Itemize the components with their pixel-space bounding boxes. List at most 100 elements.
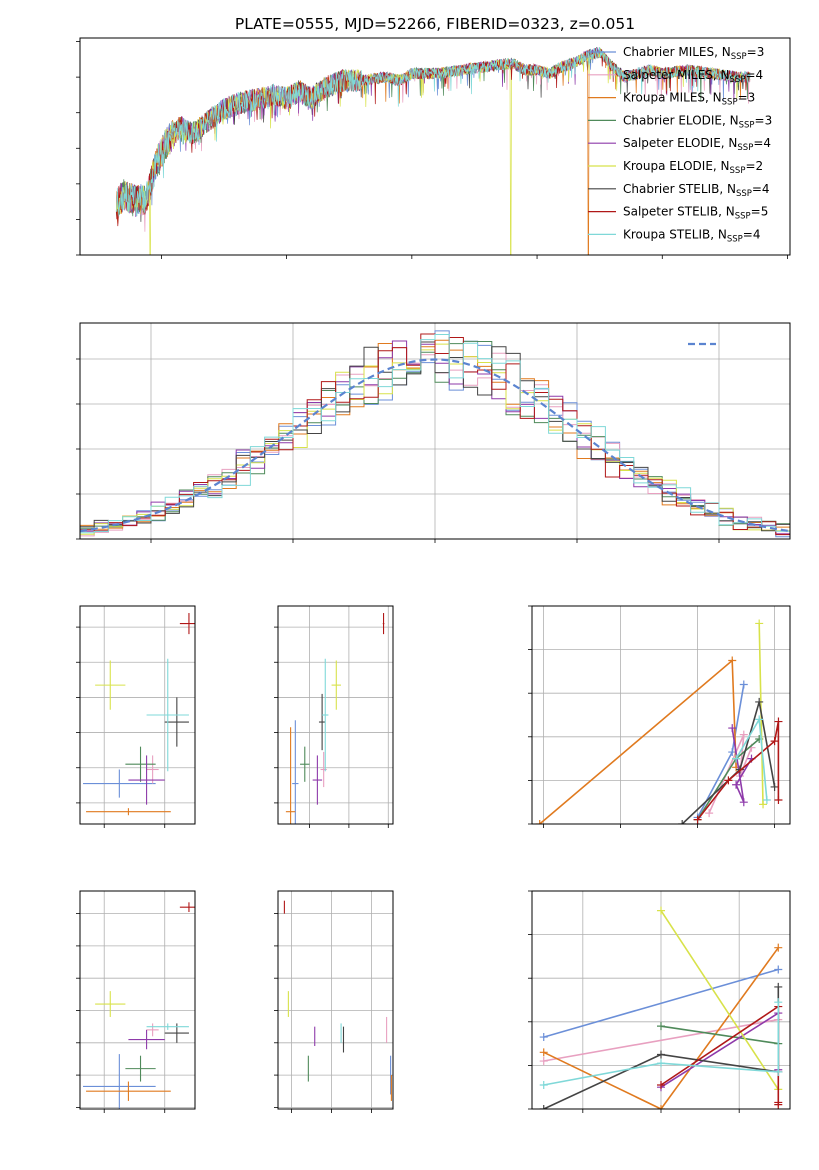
series-kroupa-stelib [539, 998, 783, 1090]
point-chabrier-elodie [300, 746, 310, 782]
plot-area [83, 613, 195, 816]
point-chabrier-stelib [164, 697, 189, 747]
series-chabrier-miles [539, 965, 783, 1042]
legend-count: =4 [743, 227, 761, 241]
weight-marker [539, 1057, 548, 1066]
legend-count: =3 [747, 45, 765, 59]
axes-frame [531, 890, 791, 1110]
weight-marker [657, 906, 665, 915]
legend-subscript: SSP [737, 143, 753, 153]
legend-entry: Chabrier STELIB, NSSP=4 [623, 182, 770, 199]
point-kroupa-miles [86, 808, 171, 816]
weight-marker [539, 1105, 548, 1109]
legend-label: Chabrier ELODIE, N [623, 113, 739, 127]
point-chabrier-miles [292, 720, 299, 824]
plot-area [80, 330, 790, 538]
point-chabrier-miles [83, 1054, 156, 1109]
point-salpeter-miles [320, 751, 327, 788]
legend-count: =4 [745, 68, 763, 82]
weight-marker [678, 820, 687, 824]
weight-marker [657, 1105, 665, 1109]
plot-area [539, 906, 783, 1109]
legend-count: =2 [745, 159, 763, 173]
series-chabrier-miles [693, 680, 748, 822]
panel-weight-vs-Z [528, 890, 791, 1113]
point-salpeter-stelib [179, 613, 195, 635]
legend-subscript: SSP [730, 75, 746, 85]
point-salpeter-miles [146, 1023, 159, 1037]
legend-entry: Salpeter STELIB, NSSP=5 [623, 205, 768, 222]
weight-marker [728, 656, 737, 665]
weight-line [660, 1025, 779, 1045]
weight-marker [705, 809, 714, 818]
weight-marker [739, 798, 748, 807]
weight-marker [770, 782, 779, 791]
series-salpeter-elodie [657, 1009, 783, 1092]
weight-line [660, 1011, 780, 1088]
weight-line [731, 727, 753, 803]
axes-frame [277, 605, 394, 825]
spectrum-line-salpeter-elodie [115, 47, 751, 218]
legend-count: =4 [752, 182, 770, 196]
point-chabrier-stelib [318, 693, 326, 751]
axes-frame [79, 37, 791, 256]
panel-mass-vs-ebv [274, 890, 394, 1113]
legend-label: Kroupa STELIB, N [623, 227, 727, 241]
point-kroupa-stelib [146, 658, 189, 772]
point-salpeter-elodie [312, 755, 323, 805]
legend-entry: Salpeter MILES, NSSP=4 [623, 68, 763, 85]
weight-line [660, 910, 779, 1090]
gaussian-curve [80, 358, 790, 533]
legend-entry: Kroupa MILES, NSSP=3 [623, 91, 755, 108]
legend-subscript: SSP [736, 189, 752, 199]
weight-marker [724, 776, 733, 785]
legend-subscript: SSP [730, 166, 746, 176]
panel-weight-vs-age [528, 605, 791, 828]
weight-marker [535, 820, 544, 824]
legend-count: =3 [738, 91, 756, 105]
weight-marker [732, 754, 741, 763]
weight-marker [774, 998, 783, 1007]
axes-frame [79, 605, 196, 825]
weight-marker [739, 730, 748, 739]
legend-subscript: SSP [722, 98, 738, 108]
axes-frame [277, 890, 394, 1110]
weight-marker [774, 965, 783, 974]
point-chabrier-elodie [125, 746, 156, 782]
weight-marker [657, 1022, 665, 1031]
legend: Chabrier MILES, NSSP=3 Salpeter MILES, NS… [588, 45, 772, 244]
weight-line [543, 968, 779, 1038]
point-salpeter-elodie [128, 755, 165, 805]
histogram-kroupa-stelib [80, 334, 790, 535]
point-kroupa-miles [285, 727, 296, 824]
point-kroupa-stelib [146, 1023, 189, 1030]
figure-title: PLATE=0555, MJD=52266, FIBERID=0323, z=0… [235, 15, 635, 33]
panel-mass-vs-Z [76, 890, 196, 1113]
weight-marker [774, 982, 783, 991]
point-kroupa-stelib [322, 658, 329, 772]
point-kroupa-elodie [331, 660, 342, 710]
weight-marker [770, 737, 779, 746]
point-kroupa-elodie [95, 660, 126, 710]
legend-entry: Chabrier ELODIE, NSSP=3 [623, 113, 772, 130]
plot-area [535, 619, 783, 824]
panel-age-vs-Z [76, 605, 196, 828]
legend-subscript: SSP [735, 212, 751, 222]
weight-marker [657, 1081, 665, 1090]
weight-marker [755, 619, 764, 628]
point-salpeter-miles [146, 755, 159, 784]
point-chabrier-elodie [125, 1055, 156, 1082]
point-kroupa-miles [86, 1081, 171, 1101]
legend-label: Kroupa MILES, N [623, 91, 722, 105]
weight-marker [755, 697, 764, 706]
plot-area [115, 46, 751, 255]
weight-marker [728, 724, 737, 733]
axes-frame [79, 322, 791, 540]
weight-marker [774, 1067, 783, 1076]
axes-frame [531, 605, 791, 825]
weight-marker [539, 1048, 548, 1057]
legend-entry: Chabrier MILES, NSSP=3 [623, 45, 764, 62]
point-salpeter-elodie [128, 1029, 165, 1050]
legend-subscript: SSP [731, 52, 747, 62]
